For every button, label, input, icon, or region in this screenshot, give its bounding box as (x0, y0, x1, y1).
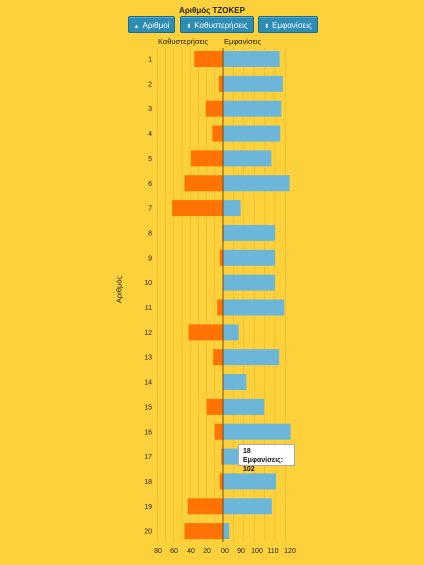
category-label: 16 (144, 429, 152, 436)
bar-appearances-15 (223, 398, 265, 415)
sort-appearances-button[interactable]: ⬍ Εμφανίσεις (258, 16, 318, 33)
x-tick-label: 0 (225, 548, 229, 555)
bar-appearances-18 (223, 473, 277, 490)
category-label: 10 (144, 280, 152, 287)
category-label: 4 (148, 131, 152, 138)
bar-appearances-8 (223, 224, 275, 241)
left-series-header: Καθυστερήσεις (158, 37, 209, 46)
sort-appearances-label: Εμφανίσεις (272, 21, 312, 30)
sort-numbers-label: Αριθμοί (142, 21, 170, 30)
x-tick-label: 90 (237, 548, 245, 555)
x-tick-label: 20 (203, 548, 211, 555)
sort-delays-label: Καθυστερήσεις (194, 21, 248, 30)
category-label: 14 (144, 380, 152, 387)
category-label: 2 (148, 81, 152, 88)
category-label: 17 (144, 454, 152, 461)
category-label: 20 (144, 529, 152, 536)
x-tick-label: 60 (170, 548, 178, 555)
x-tick-label: 100 (251, 548, 263, 555)
x-tick-label: 80 (154, 548, 162, 555)
bar-appearances-1 (223, 51, 280, 67)
bar-appearances-12 (223, 324, 239, 341)
tooltip: 18 Εμφανίσεις: 102 (238, 444, 295, 473)
category-label: 3 (148, 106, 152, 113)
bar-delays-12 (188, 324, 223, 341)
bar-delays-9 (219, 249, 223, 266)
bar-delays-2 (218, 75, 223, 92)
category-label: 11 (145, 305, 152, 312)
bar-appearances-6 (223, 175, 290, 192)
tooltip-category: 18 (243, 448, 251, 455)
bar-delays-11 (217, 299, 223, 316)
sort-numbers-button[interactable]: ▲ Αριθμοί (128, 16, 175, 33)
category-label: 1 (148, 57, 152, 64)
category-label: 12 (144, 330, 152, 337)
right-series-header: Εμφανίσεις (224, 37, 262, 46)
bar-delays-4 (212, 125, 223, 142)
sort-up-icon: ▲ (133, 24, 140, 30)
bar-appearances-17 (223, 448, 239, 465)
bar-appearances-5 (223, 150, 272, 167)
x-tick-label: 40 (187, 548, 195, 555)
bar-delays-6 (184, 175, 223, 192)
sort-delays-button[interactable]: ⬍ Καθυστερήσεις (180, 16, 254, 33)
bar-appearances-19 (223, 498, 272, 515)
bar-appearances-20 (223, 523, 230, 540)
category-label: 5 (148, 156, 152, 163)
bar-appearances-10 (223, 274, 275, 291)
bar-appearances-13 (223, 349, 280, 366)
bar-delays-7 (172, 200, 223, 217)
tooltip-text: Εμφανίσεις: 102 (243, 457, 284, 473)
category-label: 6 (148, 181, 152, 188)
bar-appearances-4 (223, 125, 281, 142)
chart-title: Αριθμός ΤΖΟΚΕΡ (179, 6, 245, 15)
x-tick-label: 0 (221, 548, 225, 555)
bar-appearances-7 (223, 200, 241, 217)
bar-appearances-11 (223, 299, 285, 316)
bar-delays-17 (221, 448, 223, 465)
bar-delays-18 (219, 473, 223, 490)
x-tick-label: 110 (267, 548, 278, 555)
bar-delays-16 (214, 423, 223, 440)
category-label: 18 (144, 479, 152, 486)
bar-appearances-16 (223, 423, 291, 440)
category-label: 8 (148, 230, 152, 237)
category-label: 9 (148, 255, 152, 262)
x-tick-label: 120 (284, 548, 296, 555)
bar-delays-1 (194, 51, 223, 67)
bar-appearances-14 (223, 374, 247, 391)
bar-delays-3 (205, 100, 223, 117)
bar-delays-15 (206, 398, 223, 415)
category-label: 15 (144, 404, 152, 411)
sort-both-icon: ⬍ (264, 24, 270, 30)
bar-delays-20 (184, 523, 223, 540)
bar-delays-19 (187, 498, 223, 515)
category-label: 13 (144, 355, 152, 362)
category-label: 19 (144, 504, 152, 511)
category-label: 7 (148, 206, 152, 213)
bar-delays-5 (191, 150, 223, 167)
bar-appearances-9 (223, 249, 275, 266)
bar-delays-13 (213, 349, 223, 366)
sort-both-icon: ⬍ (186, 24, 192, 30)
bar-appearances-3 (223, 100, 282, 117)
bar-appearances-2 (223, 75, 283, 92)
